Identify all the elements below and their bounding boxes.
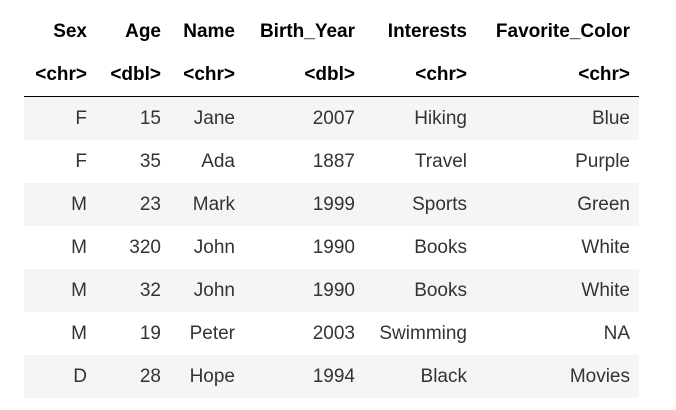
cell-name: Ada — [170, 140, 244, 183]
column-name-row: Sex Age Name Birth_Year Interests Favori… — [24, 10, 639, 53]
cell-age: 320 — [96, 226, 170, 269]
table-row: M 23 Mark 1999 Sports Green — [24, 183, 639, 226]
cell-interests: Black — [364, 355, 476, 398]
cell-birth-year: 2003 — [244, 312, 364, 355]
column-type-favorite-color: <chr> — [476, 53, 639, 97]
cell-name: John — [170, 269, 244, 312]
cell-interests: Travel — [364, 140, 476, 183]
cell-sex: M — [24, 183, 96, 226]
cell-favorite-color: White — [476, 226, 639, 269]
cell-birth-year: 1990 — [244, 226, 364, 269]
cell-name: Hope — [170, 355, 244, 398]
cell-sex: M — [24, 269, 96, 312]
column-header-name: Name — [183, 20, 235, 42]
column-type-age: <dbl> — [96, 53, 170, 97]
cell-favorite-color: NA — [476, 312, 639, 355]
cell-age: 19 — [96, 312, 170, 355]
column-type-name: <chr> — [170, 53, 244, 97]
data-frame-output: Sex Age Name Birth_Year Interests Favori… — [24, 10, 639, 398]
table-row: D 28 Hope 1994 Black Movies — [24, 355, 639, 398]
cell-sex: D — [24, 355, 96, 398]
table-row: M 19 Peter 2003 Swimming NA — [24, 312, 639, 355]
cell-age: 35 — [96, 140, 170, 183]
column-header-age: Age — [125, 20, 161, 42]
cell-birth-year: 1994 — [244, 355, 364, 398]
cell-favorite-color: Movies — [476, 355, 639, 398]
column-type-row: <chr> <dbl> <chr> <dbl> <chr> <chr> — [24, 53, 639, 97]
table-row: F 15 Jane 2007 Hiking Blue — [24, 96, 639, 140]
cell-favorite-color: White — [476, 269, 639, 312]
column-type-birth-year: <dbl> — [244, 53, 364, 97]
cell-favorite-color: Green — [476, 183, 639, 226]
cell-sex: F — [24, 96, 96, 140]
cell-birth-year: 1990 — [244, 269, 364, 312]
cell-age: 23 — [96, 183, 170, 226]
cell-birth-year: 1999 — [244, 183, 364, 226]
column-header-sex: Sex — [53, 20, 87, 42]
cell-name: Mark — [170, 183, 244, 226]
cell-age: 28 — [96, 355, 170, 398]
column-header-interests: Interests — [387, 20, 467, 42]
cell-favorite-color: Purple — [476, 140, 639, 183]
cell-interests: Books — [364, 226, 476, 269]
table-row: M 320 John 1990 Books White — [24, 226, 639, 269]
cell-name: Jane — [170, 96, 244, 140]
cell-age: 32 — [96, 269, 170, 312]
cell-name: Peter — [170, 312, 244, 355]
cell-birth-year: 1887 — [244, 140, 364, 183]
cell-interests: Sports — [364, 183, 476, 226]
cell-name: John — [170, 226, 244, 269]
cell-interests: Hiking — [364, 96, 476, 140]
column-header-favorite-color: Favorite_Color — [495, 20, 630, 42]
column-type-interests: <chr> — [364, 53, 476, 97]
cell-favorite-color: Blue — [476, 96, 639, 140]
cell-sex: M — [24, 226, 96, 269]
table-header: Sex Age Name Birth_Year Interests Favori… — [24, 10, 639, 97]
cell-sex: F — [24, 140, 96, 183]
cell-interests: Books — [364, 269, 476, 312]
column-header-birth-year: Birth_Year — [259, 20, 355, 42]
data-table: Sex Age Name Birth_Year Interests Favori… — [24, 10, 639, 398]
cell-birth-year: 2007 — [244, 96, 364, 140]
table-row: M 32 John 1990 Books White — [24, 269, 639, 312]
column-type-sex: <chr> — [24, 53, 96, 97]
cell-interests: Swimming — [364, 312, 476, 355]
table-row: F 35 Ada 1887 Travel Purple — [24, 140, 639, 183]
cell-sex: M — [24, 312, 96, 355]
cell-age: 15 — [96, 96, 170, 140]
table-body: F 15 Jane 2007 Hiking Blue F 35 Ada 1887… — [24, 96, 639, 398]
